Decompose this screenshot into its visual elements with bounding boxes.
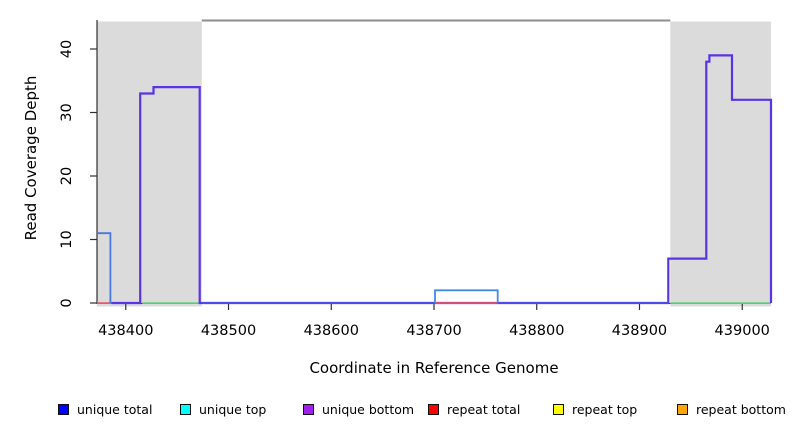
- legend-label: repeat total: [447, 401, 521, 417]
- legend-swatch-icon: [553, 403, 564, 415]
- x-axis-title: Coordinate in Reference Genome: [309, 359, 559, 377]
- series-unique-total-left-step: [97, 232, 112, 303]
- legend-label: unique top: [199, 401, 267, 417]
- legend-item-repeat-bottom: repeat bottom: [677, 399, 786, 419]
- legend-swatch-icon: [428, 403, 439, 415]
- shaded-region: [670, 21, 771, 307]
- x-tick-label: 438600: [304, 323, 359, 339]
- series-unique-total-bump: [434, 289, 499, 303]
- legend-item-unique-top: unique top: [180, 399, 266, 419]
- x-tick-label: 438800: [509, 323, 564, 339]
- x-tick-label: 438900: [612, 323, 667, 339]
- legend-swatch-icon: [303, 403, 314, 415]
- y-tick-label: 0: [59, 298, 75, 307]
- legend-label: repeat bottom: [696, 401, 786, 417]
- legend-label: repeat top: [572, 401, 638, 417]
- legend-item-repeat-total: repeat total: [428, 399, 520, 419]
- chart-legend: unique total unique top unique bottom repea…: [0, 399, 792, 423]
- legend-swatch-icon: [58, 403, 69, 415]
- shaded-region: [97, 21, 202, 307]
- legend-item-unique-total: unique total: [58, 399, 152, 419]
- x-tick-label: 438500: [201, 323, 256, 339]
- x-tick-label: 438400: [98, 323, 153, 339]
- legend-item-repeat-top: repeat top: [553, 399, 637, 419]
- y-tick-label: 30: [59, 103, 75, 121]
- y-tick-label: 10: [59, 230, 75, 248]
- x-tick-label: 439000: [715, 323, 770, 339]
- y-tick-label: 20: [59, 167, 75, 185]
- x-tick-label: 438700: [406, 323, 461, 339]
- legend-item-unique-bottom: unique bottom: [303, 399, 414, 419]
- y-tick-label: 40: [59, 40, 75, 58]
- y-axis-title: Read Coverage Depth: [22, 75, 40, 241]
- legend-label: unique total: [77, 401, 153, 417]
- series-unique-bottom-steps: [111, 54, 773, 305]
- legend-label: unique bottom: [322, 401, 415, 417]
- legend-swatch-icon: [677, 403, 688, 415]
- legend-swatch-icon: [180, 403, 191, 415]
